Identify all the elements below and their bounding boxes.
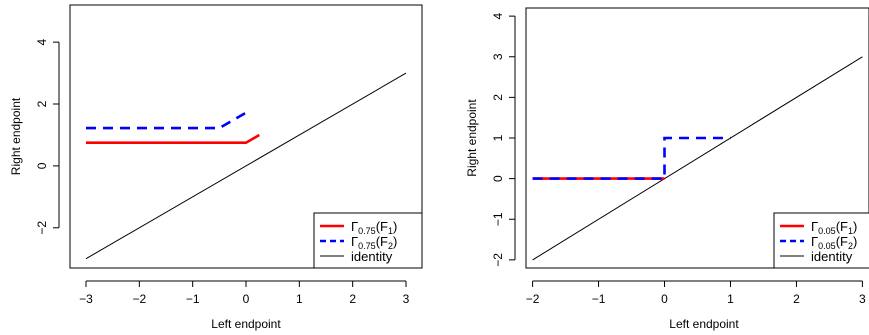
legend-label-part: 0.75 bbox=[358, 226, 376, 236]
y-tick-label: 2 bbox=[491, 94, 505, 101]
legend-label-part: ) bbox=[853, 234, 857, 249]
chart-panel-2: −2 −1 0 1 2 3 −2 −1 0 1 2 3 4 Left endpoint Right endp… bbox=[465, 7, 869, 331]
x-tick-label: 3 bbox=[403, 292, 410, 306]
legend-label-part: 1 bbox=[388, 226, 393, 236]
legend-label-part: 0.05 bbox=[818, 241, 836, 251]
legend-label-part: ( bbox=[376, 234, 381, 249]
legend-label: Γ0.05(F1) bbox=[811, 219, 857, 236]
x-tick-label: −2 bbox=[526, 292, 540, 306]
plot-area bbox=[532, 56, 863, 261]
legend-label-part: ( bbox=[836, 234, 841, 249]
y-tick-label: 0 bbox=[491, 175, 505, 182]
y-tick-label: 3 bbox=[491, 53, 505, 60]
y-axis-title: Right endpoint bbox=[9, 97, 23, 175]
legend-label-part: ) bbox=[393, 234, 397, 249]
legend: Γ0.05(F1)Γ0.05(F2)identity bbox=[773, 212, 869, 269]
legend-label: Γ0.05(F2) bbox=[811, 234, 857, 251]
y-tick-label: 4 bbox=[35, 38, 49, 45]
legend-label-part: F bbox=[380, 219, 388, 234]
y-tick-label: 0 bbox=[35, 162, 49, 169]
legend-label-part: ) bbox=[853, 219, 857, 234]
legend-label-part: 0.75 bbox=[358, 241, 376, 251]
legend-label-part: F bbox=[380, 234, 388, 249]
legend-label-part: ) bbox=[393, 219, 397, 234]
y-tick-label: −1 bbox=[491, 212, 505, 226]
series-line-3 bbox=[532, 56, 863, 261]
series-line-2 bbox=[532, 136, 731, 180]
x-tick-label: −3 bbox=[79, 292, 93, 306]
x-axis-title: Left endpoint bbox=[211, 317, 281, 331]
x-tick-label: −2 bbox=[132, 292, 146, 306]
plot-frame bbox=[69, 4, 423, 269]
x-tick-label: 1 bbox=[296, 292, 303, 306]
chart-panel-1: −3 −2 −1 0 1 2 3 −2 0 2 4 Left endpoint Right endpoi… bbox=[9, 4, 423, 331]
x-tick-label: 1 bbox=[727, 292, 734, 306]
x-tick-label: 2 bbox=[793, 292, 800, 306]
legend: Γ0.75(F1)Γ0.75(F2)identity bbox=[313, 212, 423, 269]
y-tick-label: 2 bbox=[35, 100, 49, 107]
legend-box bbox=[313, 212, 423, 269]
legend-label: Γ0.75(F2) bbox=[351, 234, 397, 251]
legend-label-part: 0.05 bbox=[818, 226, 836, 236]
legend-label-part: 1 bbox=[848, 226, 853, 236]
x-tick-label: −1 bbox=[592, 292, 606, 306]
plot-frame bbox=[525, 7, 869, 269]
legend-label-part: F bbox=[840, 219, 848, 234]
plot-area bbox=[85, 72, 407, 260]
y-tick-label: 4 bbox=[491, 12, 505, 19]
legend-label-part: Γ bbox=[351, 219, 358, 234]
y-tick-label: −2 bbox=[491, 253, 505, 267]
y-tick-label: 1 bbox=[491, 134, 505, 141]
legend-label: identity bbox=[351, 249, 393, 264]
x-tick-label: 0 bbox=[243, 292, 250, 306]
legend-box bbox=[773, 212, 869, 269]
series-line-2 bbox=[86, 111, 247, 130]
x-tick-label: −1 bbox=[186, 292, 200, 306]
series-line-1 bbox=[86, 133, 260, 144]
y-tick-label: −2 bbox=[35, 221, 49, 235]
x-tick-label: 0 bbox=[661, 292, 668, 306]
legend-label-part: Γ bbox=[351, 234, 358, 249]
legend-label-part: Γ bbox=[811, 234, 818, 249]
x-tick-label: 2 bbox=[349, 292, 356, 306]
legend-label-part: F bbox=[840, 234, 848, 249]
x-tick-label: 3 bbox=[859, 292, 866, 306]
legend-label-part: ( bbox=[376, 219, 381, 234]
y-axis-title: Right endpoint bbox=[465, 99, 479, 177]
legend-label: Γ0.75(F1) bbox=[351, 219, 397, 236]
legend-label-part: Γ bbox=[811, 219, 818, 234]
legend-label-part: 2 bbox=[388, 241, 393, 251]
legend-label-part: ( bbox=[836, 219, 841, 234]
legend-label-part: 2 bbox=[848, 241, 853, 251]
x-axis-title: Left endpoint bbox=[669, 317, 739, 331]
series-line-3 bbox=[85, 72, 407, 260]
legend-label: identity bbox=[811, 249, 853, 264]
